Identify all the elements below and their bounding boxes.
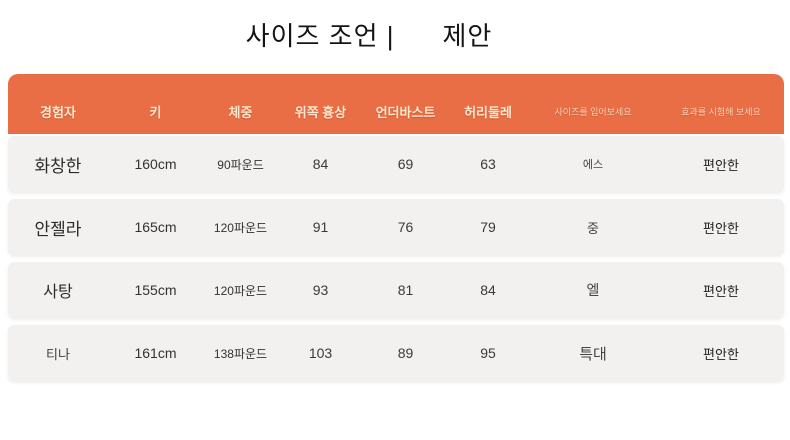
cell-name: 안젤라 [34, 219, 82, 239]
column-header-effect: 효과를 시험해 보세요 [681, 106, 761, 117]
page-title-main: 사이즈 조언 | [245, 21, 395, 51]
cell-effect: 편안한 [703, 220, 739, 236]
column-header-name: 경험자 [40, 104, 76, 120]
cell-underbust: 76 [397, 219, 414, 235]
cell-weight: 138파운드 [213, 346, 268, 361]
cell-underbust: 81 [397, 282, 414, 298]
cell-weight: 120파운드 [213, 283, 268, 298]
cell-waist: 84 [480, 282, 496, 298]
column-header-weight: 체중 [228, 104, 253, 120]
cell-size: 에스 [582, 159, 604, 171]
cell-underbust: 69 [397, 156, 414, 172]
cell-upper_bust: 103 [308, 345, 333, 361]
cell-effect: 편안한 [703, 283, 739, 299]
cell-name: 사탕 [43, 284, 73, 301]
size-chart-table: 경험자 키 체중 위쪽 흉상 언더바스트 허리둘레 사이즈를 입어보세요 효과를 시험해 보세… [8, 74, 784, 381]
cell-effect: 편안한 [703, 157, 739, 173]
cell-effect: 편안한 [703, 346, 739, 362]
cell-size: 특대 [579, 345, 607, 363]
cell-size: 중 [587, 220, 599, 236]
cell-height: 155cm [134, 282, 177, 298]
table-row: 티나 161cm 138파운드 103 89 95 특대 편안한 [8, 325, 784, 381]
column-header-height: 키 [149, 104, 162, 120]
cell-height: 160cm [134, 156, 177, 172]
cell-waist: 79 [480, 219, 496, 235]
column-header-upper_bust: 위쪽 흉상 [294, 104, 347, 120]
table-row: 안젤라 165cm 120파운드 91 76 79 중 편안한 [8, 199, 784, 255]
cell-underbust: 89 [397, 345, 414, 361]
table-body: 화창한 160cm 90파운드 84 69 63 에스 편안한 안젤라 165cm 120파운드 91… [8, 136, 784, 381]
table-row: 화창한 160cm 90파운드 84 69 63 에스 편안한 [8, 136, 784, 192]
cell-weight: 120파운드 [213, 220, 268, 235]
cell-size: 엘 [586, 282, 600, 298]
table-row: 사탕 155cm 120파운드 93 81 84 엘 편안한 [8, 262, 784, 318]
page-title: 사이즈 조언 | 제안 [0, 0, 764, 53]
table-header-row: 경험자 키 체중 위쪽 흉상 언더바스트 허리둘레 사이즈를 입어보세요 효과를 시험해 보세… [8, 74, 784, 134]
cell-name: 화창한 [34, 156, 82, 176]
cell-waist: 63 [480, 156, 496, 172]
column-header-underbust: 언더바스트 [375, 104, 436, 120]
cell-height: 165cm [134, 219, 177, 235]
cell-upper_bust: 91 [312, 219, 329, 235]
cell-waist: 95 [480, 345, 496, 361]
column-header-size: 사이즈를 입어보세요 [554, 106, 632, 117]
cell-upper_bust: 93 [312, 282, 329, 298]
column-header-waist: 허리둘레 [464, 104, 512, 120]
cell-name: 티나 [46, 346, 70, 362]
cell-upper_bust: 84 [312, 156, 329, 172]
page-title-suffix: 제안 [442, 21, 493, 51]
cell-weight: 90파운드 [217, 157, 264, 172]
cell-height: 161cm [134, 345, 177, 361]
